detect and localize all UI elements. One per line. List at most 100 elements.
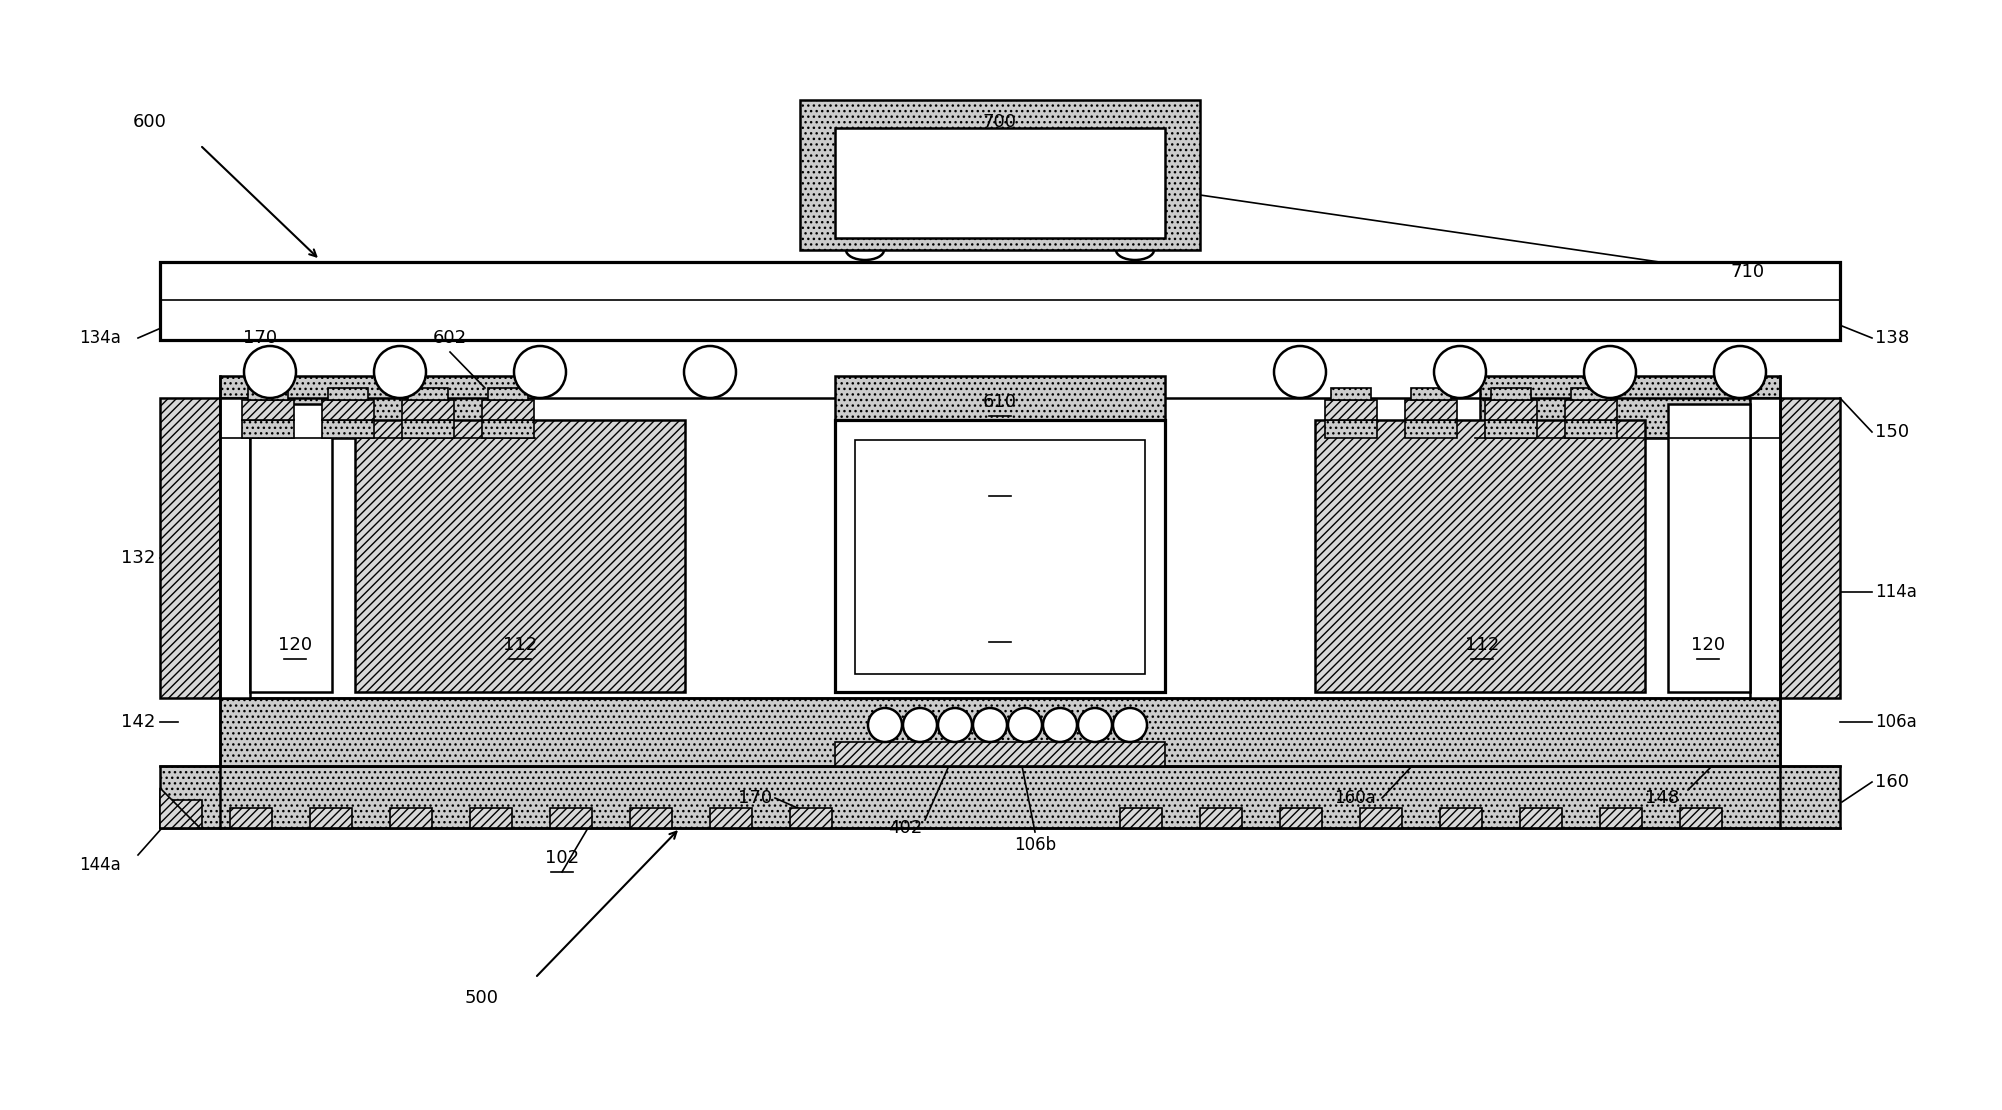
Bar	[402, 420, 454, 438]
Bar	[1479, 376, 1780, 438]
Text: 160a: 160a	[1333, 789, 1375, 807]
Text: 102: 102	[545, 849, 579, 867]
Circle shape	[1584, 346, 1636, 398]
Bar	[1566, 400, 1618, 420]
Bar	[1359, 808, 1401, 828]
Circle shape	[973, 708, 1007, 741]
Text: 700: 700	[983, 113, 1017, 131]
Bar	[1405, 420, 1457, 438]
Text: 138: 138	[1876, 329, 1910, 347]
Bar	[711, 808, 753, 828]
Circle shape	[1273, 346, 1325, 398]
Text: 112: 112	[503, 636, 537, 654]
Text: 150: 150	[1876, 423, 1910, 441]
Bar	[1485, 400, 1538, 420]
Bar	[835, 376, 1165, 438]
Circle shape	[1043, 708, 1077, 741]
Bar	[855, 440, 1145, 674]
Text: 132: 132	[120, 549, 156, 567]
Text: 170: 170	[739, 789, 773, 807]
Text: 142: 142	[120, 713, 156, 731]
Text: 710: 710	[1730, 263, 1764, 281]
Bar	[470, 808, 513, 828]
Bar	[402, 400, 454, 420]
Bar	[1325, 420, 1377, 438]
Bar	[1491, 388, 1532, 400]
Bar	[328, 388, 368, 400]
Circle shape	[1433, 346, 1485, 398]
Bar	[551, 808, 593, 828]
Bar	[1485, 420, 1538, 438]
Text: 112: 112	[1465, 636, 1499, 654]
Bar	[1411, 388, 1451, 400]
Bar	[220, 698, 1780, 766]
Bar	[1750, 398, 1780, 698]
Circle shape	[903, 708, 937, 741]
Bar	[1680, 808, 1722, 828]
Bar	[1439, 808, 1481, 828]
Circle shape	[374, 346, 426, 398]
Bar	[230, 808, 272, 828]
Bar	[160, 766, 1840, 828]
Bar	[631, 808, 673, 828]
Bar	[801, 100, 1199, 250]
Text: 400: 400	[983, 619, 1017, 637]
Bar	[1279, 808, 1321, 828]
Bar	[835, 741, 1165, 766]
Bar	[835, 420, 1165, 692]
Circle shape	[1113, 708, 1147, 741]
Bar	[1520, 808, 1562, 828]
Bar	[242, 420, 294, 438]
Bar	[482, 400, 535, 420]
Text: 114a: 114a	[1876, 583, 1916, 601]
Bar	[160, 262, 1840, 340]
Bar	[1119, 808, 1161, 828]
Bar	[160, 800, 202, 828]
Circle shape	[1714, 346, 1766, 398]
Circle shape	[1077, 708, 1111, 741]
Circle shape	[244, 346, 296, 398]
Bar	[322, 420, 374, 438]
Circle shape	[869, 708, 903, 741]
Bar	[1780, 398, 1840, 698]
Bar	[1405, 400, 1457, 420]
Text: 120: 120	[1692, 636, 1726, 654]
Bar	[1572, 388, 1612, 400]
Text: 600: 600	[132, 113, 166, 131]
Text: 410: 410	[983, 473, 1017, 491]
Text: 402: 402	[887, 819, 923, 837]
Bar	[250, 404, 332, 692]
Bar	[160, 398, 220, 698]
Bar	[835, 128, 1165, 238]
Bar	[791, 808, 833, 828]
Text: 602: 602	[432, 329, 466, 347]
Bar	[1199, 808, 1241, 828]
Bar	[1331, 388, 1371, 400]
Bar	[354, 420, 685, 692]
Text: 160: 160	[1876, 773, 1910, 791]
Bar	[1315, 420, 1646, 692]
Bar	[1566, 420, 1618, 438]
Text: 500: 500	[464, 989, 498, 1007]
Text: 144a: 144a	[80, 856, 120, 874]
Text: 148: 148	[1646, 789, 1680, 807]
Bar	[220, 376, 521, 438]
Bar	[248, 388, 288, 400]
Text: 134a: 134a	[78, 329, 120, 347]
Polygon shape	[160, 788, 200, 828]
Bar	[408, 388, 448, 400]
Circle shape	[939, 708, 973, 741]
Text: 106b: 106b	[1013, 836, 1057, 854]
Bar	[220, 398, 250, 698]
Text: 170: 170	[242, 329, 276, 347]
Bar	[242, 400, 294, 420]
Bar	[482, 420, 535, 438]
Text: 610: 610	[983, 393, 1017, 411]
Circle shape	[1007, 708, 1041, 741]
Circle shape	[685, 346, 737, 398]
Bar	[1325, 400, 1377, 420]
Text: 120: 120	[278, 636, 312, 654]
Bar	[1668, 404, 1750, 692]
Bar	[390, 808, 432, 828]
Bar	[1600, 808, 1642, 828]
